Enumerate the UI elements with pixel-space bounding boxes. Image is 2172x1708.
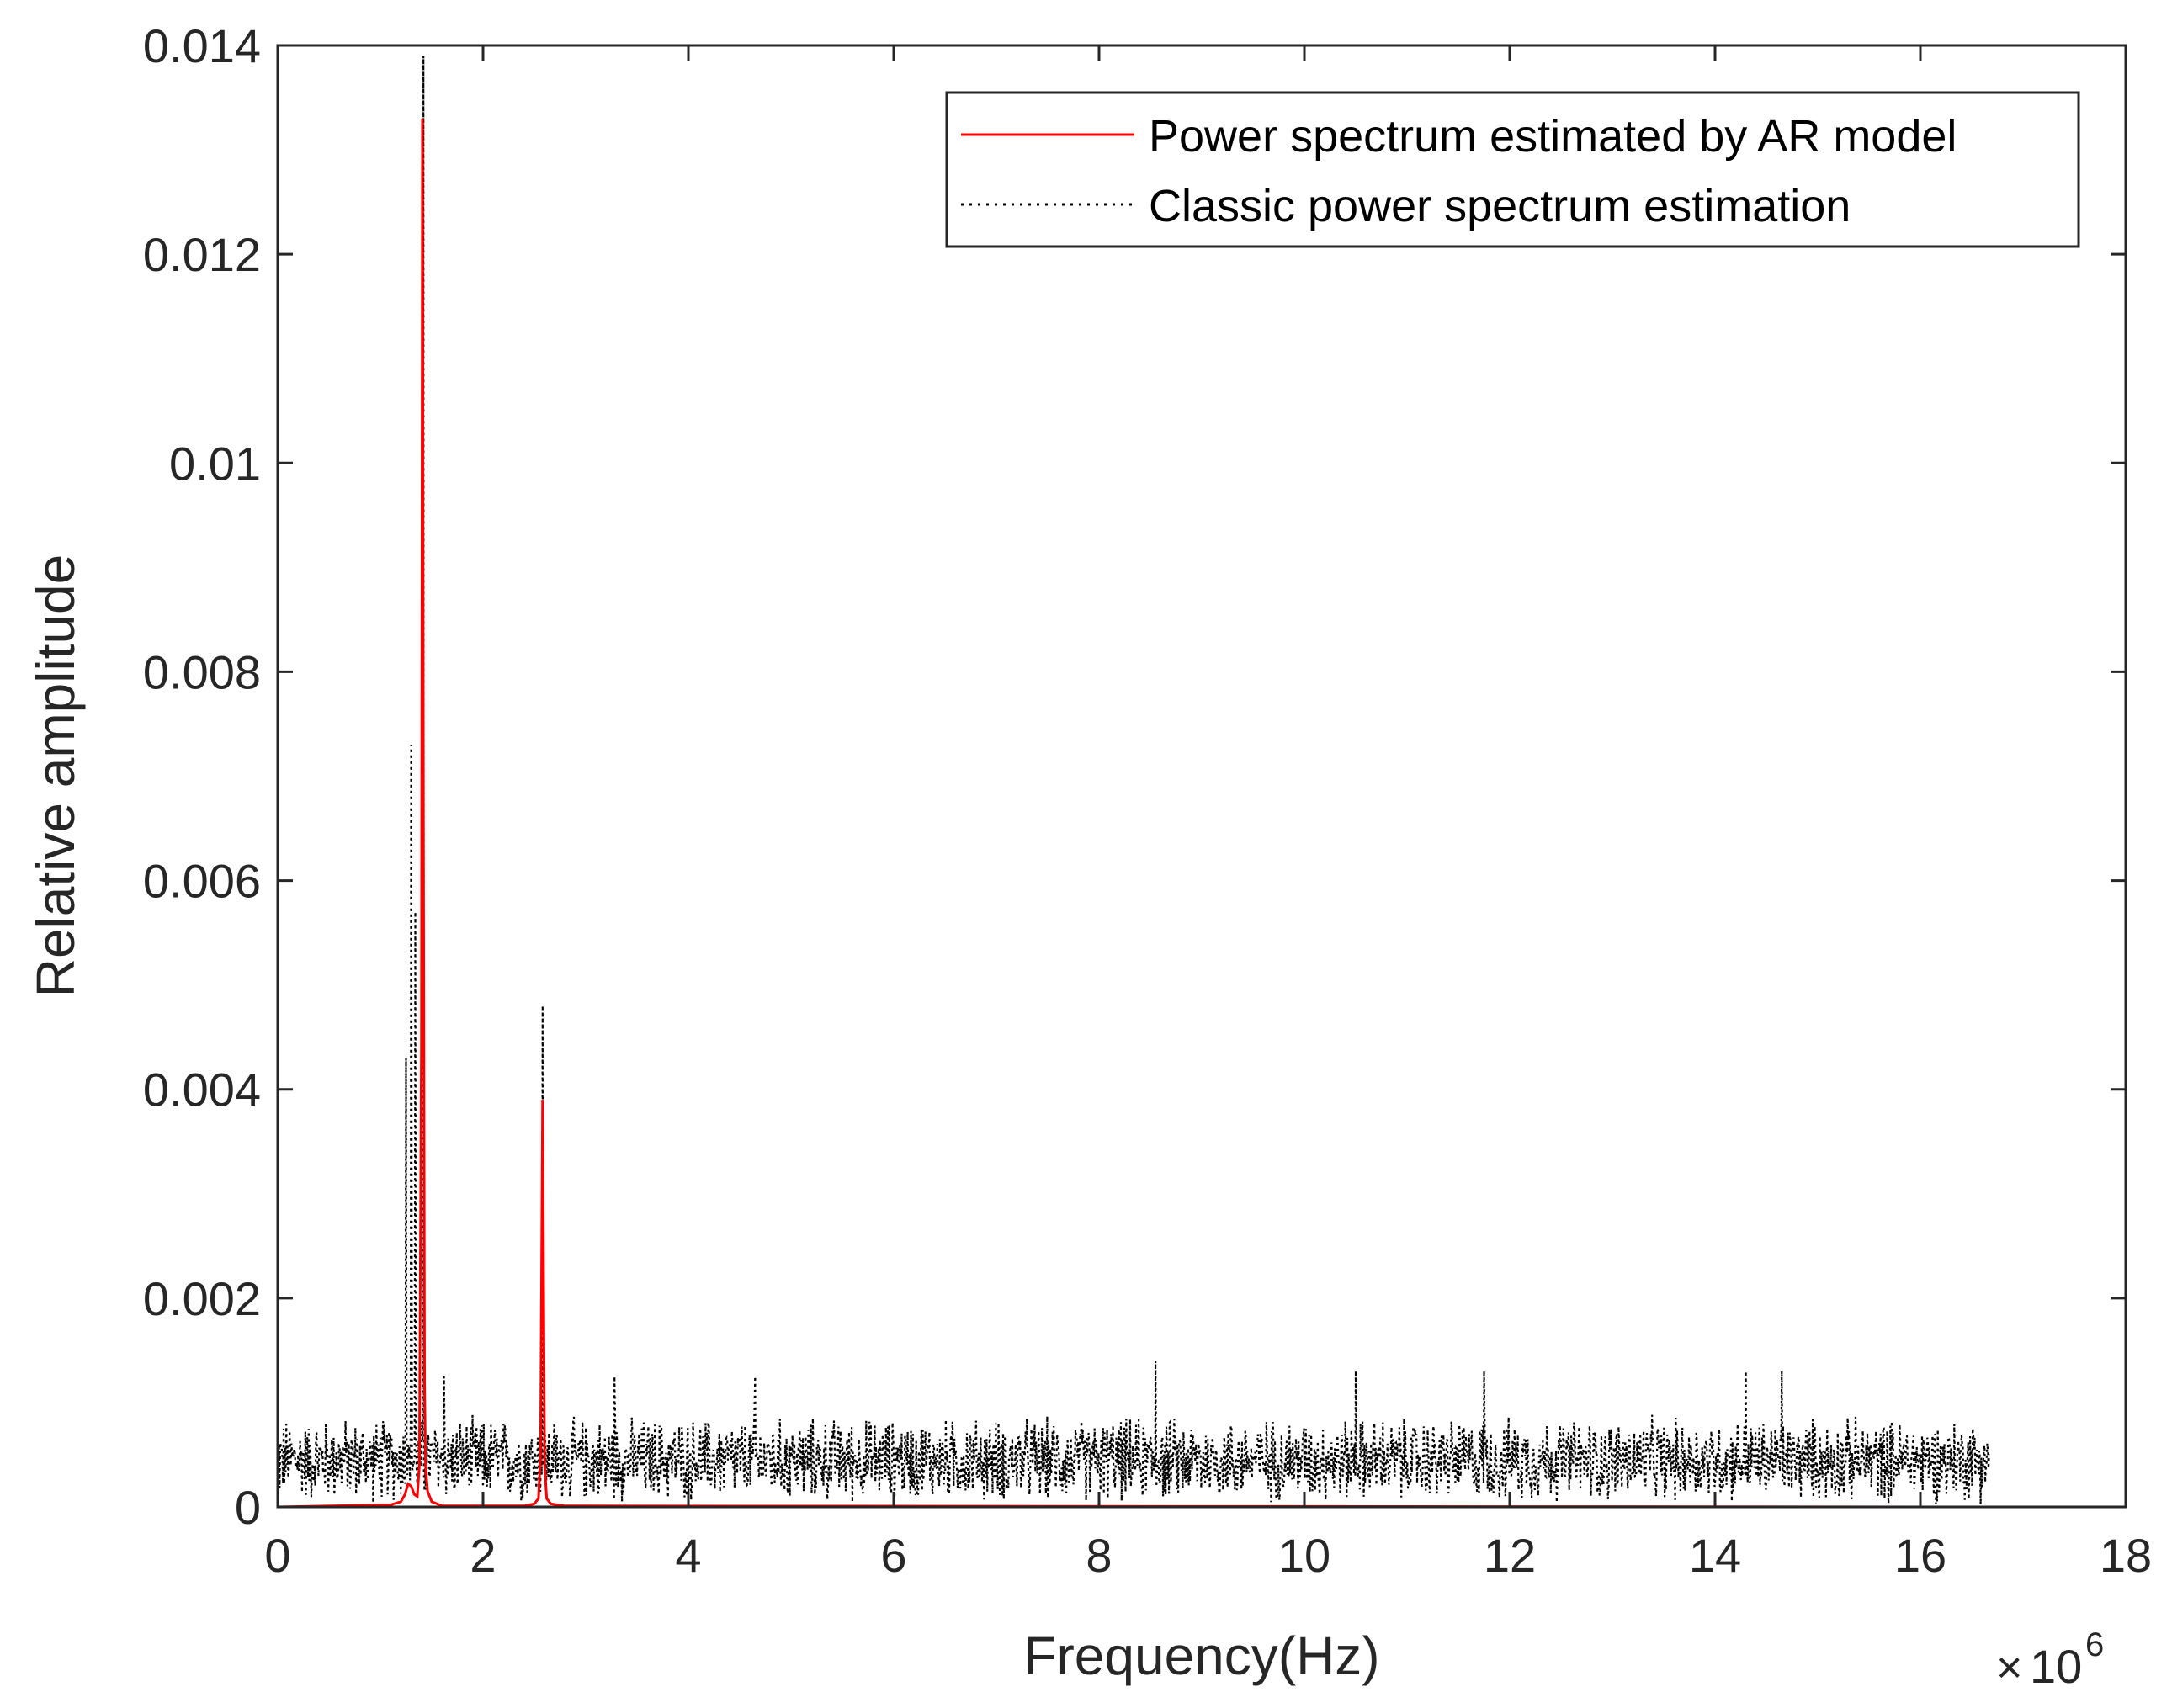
x-tick-label: 18	[2100, 1529, 2152, 1582]
legend-label-ar: Power spectrum estimated by AR model	[1149, 111, 1957, 162]
x-tick-label: 12	[1484, 1529, 1536, 1582]
x-tick-label: 0	[264, 1529, 290, 1582]
legend-box	[945, 91, 2080, 248]
x-tick-label: 14	[1689, 1529, 1741, 1582]
y-tick-label: 0.014	[143, 19, 261, 72]
axis-ticks	[276, 44, 2127, 1509]
x-tick-label: 8	[1086, 1529, 1112, 1582]
y-tick-label: 0.002	[143, 1272, 261, 1325]
x-axis-label: Frequency(Hz)	[1023, 1626, 1379, 1686]
x-axis-exponent: × 10 6	[1996, 1626, 2104, 1693]
x-exponent-base: 10	[2030, 1640, 2082, 1693]
series-ar-line	[277, 118, 1989, 1509]
y-axis-label: Relative amplitude	[25, 554, 86, 998]
x-tick-label: 10	[1278, 1529, 1330, 1582]
x-tick-label: 2	[470, 1529, 496, 1582]
y-tick-label: 0.012	[143, 228, 261, 281]
legend-label-classic: Classic power spectrum estimation	[1149, 181, 1851, 231]
y-tick-label: 0.006	[143, 855, 261, 908]
x-tick-label: 16	[1894, 1529, 1946, 1582]
x-tick-label: 6	[880, 1529, 906, 1582]
y-tick-label: 0	[235, 1481, 261, 1534]
y-tick-label: 0.008	[143, 645, 261, 698]
x-exponent-power: 6	[2085, 1626, 2104, 1663]
x-exponent-times: ×	[1996, 1642, 2023, 1693]
series-classic-line	[276, 56, 1990, 1505]
y-tick-label: 0.01	[169, 437, 261, 490]
x-tick-label: 4	[675, 1529, 701, 1582]
legend: Power spectrum estimated by AR model Cla…	[945, 91, 2080, 248]
tick-labels: 0 2 4 6 8 10 12 14 16 18 0 0.002 0.004 0.006 0.008 0.01…	[143, 19, 2152, 1582]
plot-area	[276, 56, 1990, 1509]
axes-box	[276, 44, 2127, 1509]
y-tick-label: 0.004	[143, 1064, 261, 1117]
